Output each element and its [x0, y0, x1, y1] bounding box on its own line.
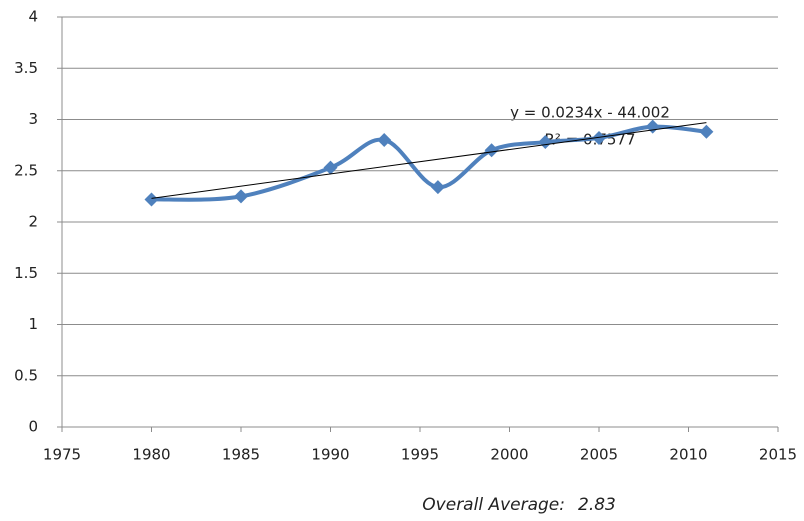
- x-tick-label: 1995: [401, 446, 439, 464]
- data-point: [234, 189, 248, 204]
- y-tick-label: 4: [28, 8, 38, 26]
- data-point: [592, 130, 606, 145]
- y-tick-label: 2: [28, 213, 38, 231]
- x-tick-label: 2010: [669, 446, 707, 464]
- y-tick-label: 0.5: [14, 366, 38, 384]
- x-tick-label: 2000: [490, 446, 528, 464]
- y-tick-label: 3.5: [14, 59, 38, 77]
- x-tick-label: 1980: [132, 446, 170, 464]
- data-point: [645, 119, 660, 134]
- trendline: [151, 122, 707, 199]
- x-tick-label: 1985: [222, 446, 260, 464]
- data-point: [484, 143, 499, 158]
- y-tick-label: 2.5: [14, 161, 38, 179]
- y-tick-label: 0: [28, 418, 38, 436]
- data-point: [699, 124, 714, 139]
- x-tick-label: 2015: [759, 446, 797, 464]
- x-tick-label: 1990: [311, 446, 349, 464]
- trend-equation: y = 0.0234x - 44.002: [510, 104, 670, 122]
- data-point: [430, 180, 445, 195]
- footer-value: 2.83: [578, 495, 616, 515]
- data-point: [377, 133, 392, 147]
- y-tick-label: 1: [28, 315, 38, 333]
- data-point: [323, 160, 338, 175]
- data-point: [144, 192, 159, 207]
- x-tick-label: 2005: [580, 446, 618, 464]
- y-tick-label: 3: [28, 110, 38, 128]
- x-tick-label: 1975: [43, 446, 81, 464]
- y-tick-label: 1.5: [14, 264, 38, 282]
- footer-label: Overall Average:: [422, 495, 565, 515]
